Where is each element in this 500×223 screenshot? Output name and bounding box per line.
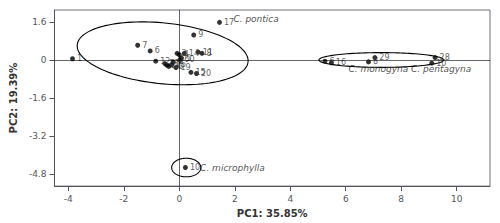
svg-text:C. pontica: C. pontica [233, 14, 278, 24]
svg-text:17: 17 [224, 17, 235, 27]
svg-text:-4.8: -4.8 [29, 169, 47, 179]
svg-text:8: 8 [207, 49, 212, 58]
svg-text:C. pentagyna: C. pentagyna [411, 64, 471, 74]
svg-text:C. microphylla: C. microphylla [200, 163, 265, 173]
svg-text:PC2: 19.39%: PC2: 19.39% [8, 63, 19, 134]
svg-text:0: 0 [41, 55, 47, 65]
svg-text:-2: -2 [119, 194, 128, 204]
svg-text:6: 6 [329, 57, 334, 66]
svg-text:-1.6: -1.6 [29, 93, 47, 103]
svg-text:7: 7 [142, 41, 147, 50]
svg-text:20: 20 [201, 69, 211, 78]
svg-text:19: 19 [180, 63, 191, 73]
svg-text:29: 29 [379, 53, 390, 63]
svg-text:1: 1 [77, 54, 82, 63]
svg-text:6: 6 [155, 46, 160, 55]
svg-text:10: 10 [190, 163, 200, 172]
svg-text:10: 10 [451, 194, 463, 204]
svg-text:9: 9 [198, 30, 203, 39]
svg-text:8: 8 [373, 57, 379, 67]
svg-text:C. monogyna: C. monogyna [349, 64, 409, 74]
svg-text:16: 16 [336, 58, 346, 67]
svg-text:0: 0 [176, 194, 182, 204]
svg-text:2: 2 [177, 57, 183, 67]
svg-text:2: 2 [232, 194, 238, 204]
svg-text:8: 8 [398, 194, 404, 204]
svg-text:60: 60 [184, 55, 194, 64]
svg-text:-4: -4 [64, 194, 73, 204]
svg-text:12: 12 [160, 56, 171, 66]
svg-text:14: 14 [188, 48, 199, 58]
svg-text:-3.2: -3.2 [29, 131, 47, 141]
svg-text:1.6: 1.6 [32, 17, 47, 27]
svg-text:6: 6 [343, 194, 349, 204]
svg-text:PC1: 35.85%: PC1: 35.85% [237, 208, 308, 219]
svg-text:4: 4 [287, 194, 293, 204]
